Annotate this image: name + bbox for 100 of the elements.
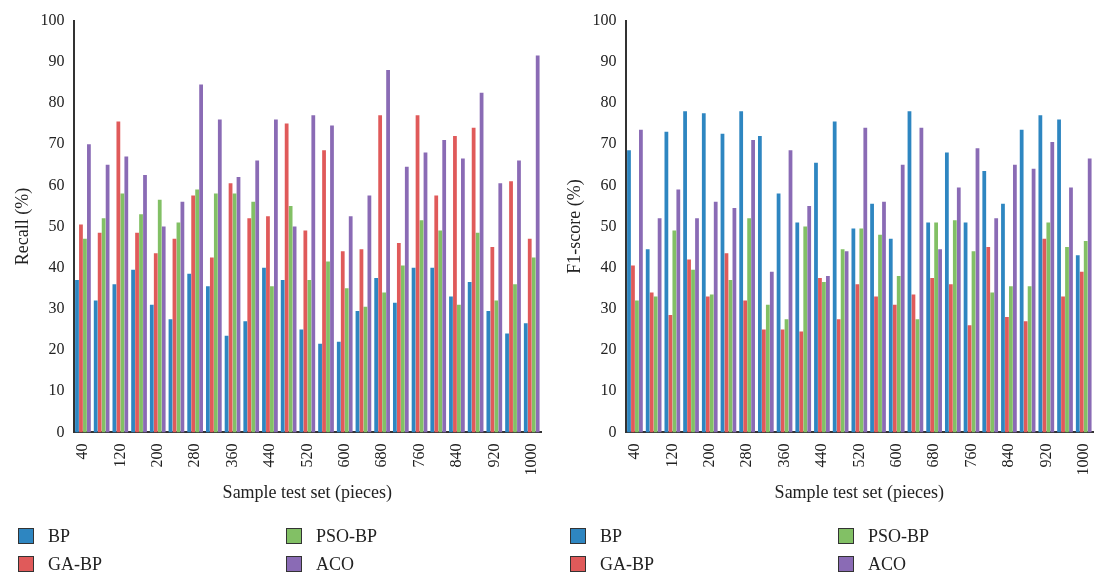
bar [318,343,322,433]
bar [900,164,905,433]
bar [161,226,166,433]
x-tick-label: 680 [372,443,390,468]
x-tick-label: 360 [222,443,240,468]
bar [1009,286,1013,433]
bar [1069,187,1073,433]
bar [822,282,826,433]
bar [952,220,957,433]
bar [683,111,687,433]
bar [639,129,643,433]
x-tick-label: 120 [110,443,128,468]
bar [1042,238,1047,433]
bar [1038,115,1043,433]
bar [303,230,308,433]
bar [769,271,774,433]
bar [386,70,390,433]
bar [836,319,841,433]
x-tick-label: 1000 [521,443,539,476]
bar [892,304,897,433]
bar [1075,255,1080,433]
bar [631,265,635,433]
bar [471,127,476,433]
bar [199,84,203,433]
bar [672,230,677,433]
x-tick-label: 120 [662,443,680,468]
bar [467,282,472,433]
bar [840,249,845,433]
bar [213,193,218,433]
bar [851,228,856,433]
bar [982,170,987,433]
bar [124,156,129,433]
bar [1083,240,1088,433]
bar [348,216,353,433]
bar [457,304,461,433]
bar [926,222,931,433]
bar [135,232,139,433]
x-tick-label: 600 [334,443,352,468]
bar [1023,321,1028,433]
bar [649,292,654,433]
bar [747,218,752,433]
bar [757,135,762,433]
bar [330,125,334,433]
bar [251,201,256,433]
bar [888,238,893,433]
bar [392,302,397,433]
x-tick-label: 200 [147,443,165,468]
bar [322,150,326,433]
bar [807,205,812,433]
bar [664,131,669,433]
bar [938,249,942,433]
y-axis-title: Recall (%) [11,187,33,266]
y-tick-label: 10 [600,381,617,399]
bar [404,166,409,433]
bar [75,280,79,433]
bar [687,259,691,433]
bar [826,275,830,433]
bar [896,275,901,433]
x-tick-label: 280 [185,443,203,468]
bar [523,323,528,433]
y-tick-label: 0 [608,422,617,440]
x-tick-label: 600 [886,443,904,468]
x-tick-label: 200 [699,443,717,468]
bar [645,249,650,433]
y-tick-label: 90 [600,51,617,69]
bar [653,296,658,433]
bar [284,123,289,433]
bar [438,230,443,433]
y-tick-label: 40 [48,257,65,275]
y-tick-label: 60 [600,175,617,193]
bar [882,201,886,433]
x-tick-label: 840 [999,443,1017,468]
bar [400,265,405,433]
bar [101,218,106,433]
bar [513,284,517,433]
bar [944,152,949,433]
bar [705,296,710,433]
x-tick-label: 40 [73,443,91,460]
bar [430,267,435,433]
legend-label: ACO [316,553,355,575]
bar [97,232,102,433]
x-tick-label: 440 [812,443,830,468]
x-tick-label: 40 [625,443,643,460]
bar [344,288,349,433]
bar [195,189,200,433]
bar [814,162,818,433]
bar [859,228,864,433]
bar [307,280,312,433]
bar [986,247,991,433]
bar [274,119,278,433]
bar [120,193,125,433]
y-tick-label: 70 [600,134,617,152]
bar [761,329,766,433]
bar [1046,222,1051,433]
x-tick-label: 1000 [1073,443,1091,476]
bar [116,121,121,433]
bar [1065,247,1069,433]
bar [247,218,252,433]
bar [691,269,695,433]
y-tick-label: 20 [48,340,65,358]
